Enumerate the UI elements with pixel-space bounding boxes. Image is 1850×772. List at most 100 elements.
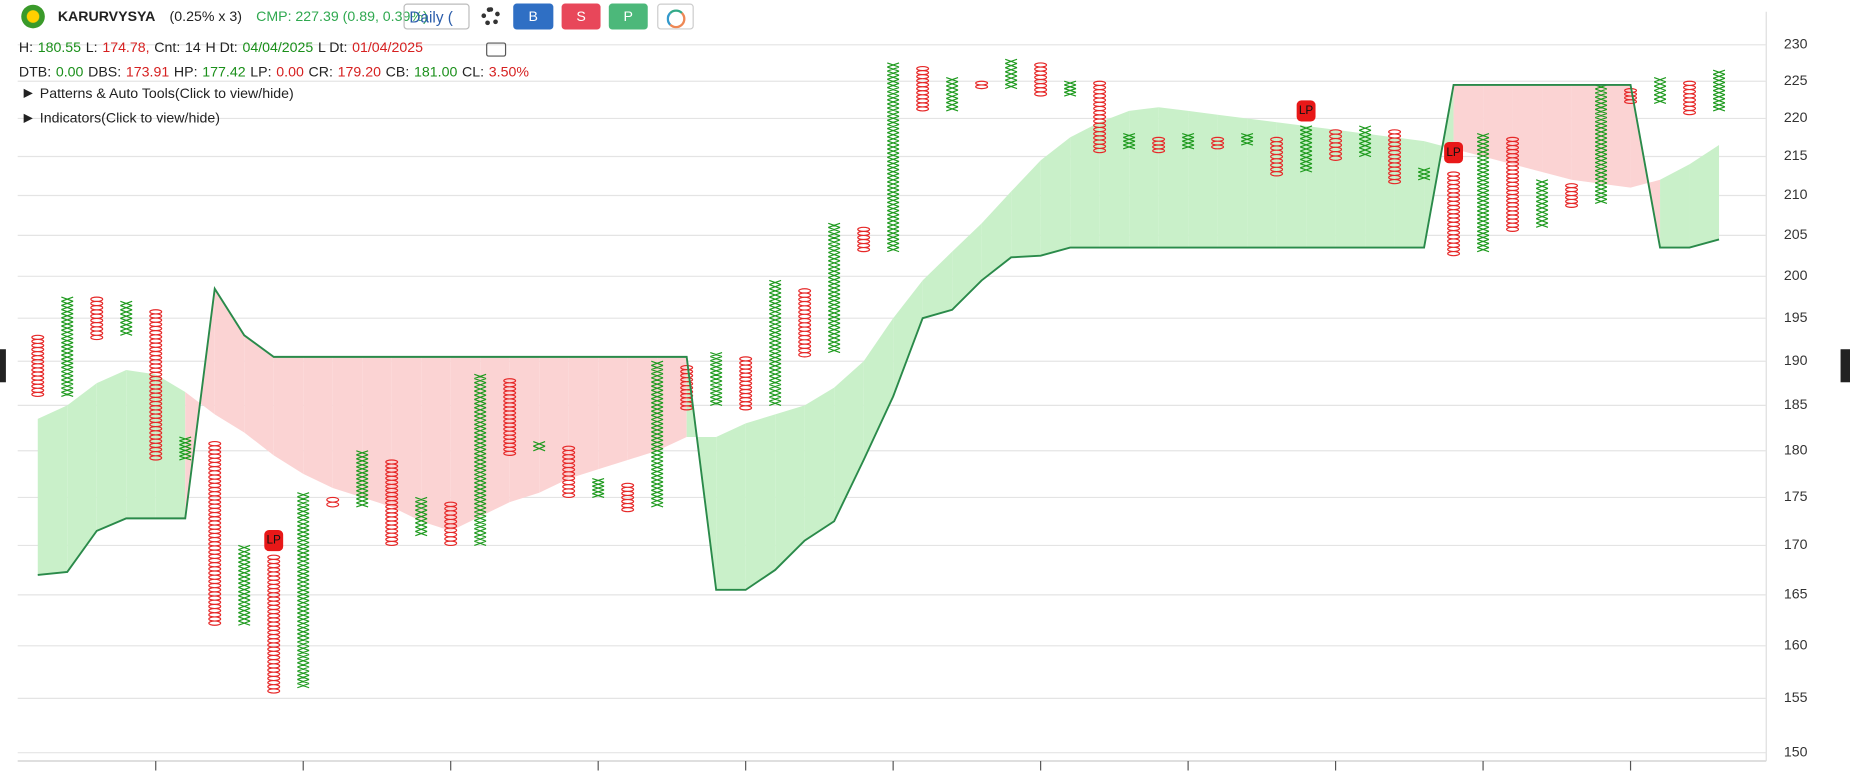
buy-button[interactable]: B (513, 3, 554, 30)
cloud-fill (1483, 84, 1513, 165)
cloud-fill (627, 356, 658, 460)
cloud-fill (450, 356, 481, 531)
y-tick-label: 205 (1784, 226, 1808, 242)
x-column (120, 300, 133, 336)
y-tick-label: 210 (1784, 186, 1808, 202)
cloud-fill (37, 405, 68, 575)
o-column (444, 501, 458, 547)
interval-select[interactable]: Daily ( (403, 3, 470, 30)
y-tick-label: 155 (1784, 689, 1808, 705)
right-tab[interactable] (1840, 349, 1850, 383)
x-column (1241, 133, 1254, 146)
info-label: HP: (173, 63, 198, 81)
o-column (916, 65, 930, 112)
info-value: 0.00 (55, 63, 84, 81)
cloud-fill (834, 361, 864, 522)
x-column (1653, 77, 1667, 105)
x-column (769, 279, 782, 406)
x-column (1005, 58, 1018, 90)
box-size: (0.25% x 3) (169, 8, 242, 25)
comment-icon[interactable] (486, 42, 507, 57)
info-value: 04/04/2025 (242, 38, 314, 56)
toggle-patterns[interactable]: ▶ Patterns & Auto Tools(Click to view/hid… (24, 85, 294, 102)
sell-button[interactable]: S (561, 3, 601, 30)
y-tick-label: 150 (1784, 743, 1808, 759)
cloud-fill (804, 387, 835, 541)
info-label: DTB: (18, 63, 52, 81)
cloud-fill (273, 356, 304, 474)
cloud-fill (1512, 84, 1543, 172)
ring-button[interactable] (657, 3, 694, 30)
info-label: CB: (385, 63, 410, 81)
o-column (31, 334, 45, 398)
x-column (356, 450, 369, 508)
info-row-2: DTB: 0.00 DBS: 173.91 HP: 177.42 LP: 0.00 CR: 179… (19, 64, 529, 81)
o-column (621, 482, 635, 513)
annotation-badge (1296, 100, 1316, 122)
info-label: DBS: (88, 63, 122, 81)
cloud-fill (1158, 107, 1189, 248)
cloud-fill (67, 383, 97, 572)
cloud-fill (1217, 114, 1248, 248)
o-column (1506, 136, 1520, 232)
info-value: 177.42 (202, 63, 246, 81)
info-row-1: H: 180.55 L: 174.78, Cnt: 14 H Dt: 04/04/2025 L … (19, 39, 423, 56)
x-column (179, 436, 192, 461)
cloud-fill (745, 414, 776, 590)
y-tick-label: 175 (1784, 488, 1808, 504)
cloud-fill (981, 191, 1012, 281)
cloud-fill (863, 318, 894, 460)
info-value: 0.00 (276, 63, 304, 81)
line-series (37, 83, 1720, 591)
cloud-fill (1453, 84, 1484, 157)
x-column (1299, 125, 1313, 173)
o-column (1447, 171, 1461, 257)
x-column (828, 222, 841, 354)
annotation-badge (1444, 142, 1464, 164)
o-column (1565, 183, 1579, 208)
o-column (1388, 129, 1402, 185)
x-column (651, 360, 664, 508)
cloud-fill (1601, 84, 1631, 188)
info-label: LP: (250, 63, 272, 81)
info-value: 01/04/2025 (352, 38, 423, 56)
cloud-fill (391, 356, 422, 522)
info-label: H Dt: (205, 38, 238, 56)
o-column (1624, 88, 1638, 105)
toggle-indicators[interactable]: ▶ Indicators(Click to view/hide) (24, 110, 220, 127)
y-tick-label: 215 (1784, 147, 1808, 163)
annotation-label: LP (1446, 146, 1461, 159)
logo (21, 4, 45, 29)
info-value: 181.00 (414, 63, 458, 81)
cloud-fill (1099, 110, 1130, 248)
p-button[interactable]: P (608, 3, 648, 30)
annotation-label: LP (267, 534, 282, 547)
x-column (1594, 84, 1608, 204)
y-tick-label: 225 (1784, 72, 1808, 88)
x-column (533, 441, 546, 452)
left-tab[interactable] (0, 349, 6, 383)
o-column (1329, 129, 1343, 161)
arrow: ▶ (23, 86, 33, 100)
info-value: 14 (184, 38, 201, 56)
x-column (592, 478, 605, 498)
o-column (267, 554, 281, 694)
cloud-fill (155, 374, 186, 519)
y-tick-label: 180 (1784, 442, 1808, 458)
cloud-fill (539, 356, 569, 493)
symbol: KARURVYSYA (57, 8, 156, 25)
cloud-fill (1306, 125, 1336, 248)
info-label: CR: (308, 63, 333, 81)
o-column (562, 445, 576, 499)
x-column (61, 296, 74, 398)
cloud-fill (1542, 84, 1572, 180)
o-column (857, 226, 871, 253)
o-column (1270, 136, 1284, 177)
o-column (975, 80, 989, 90)
x-column (297, 492, 310, 689)
arrow: ▶ (23, 111, 33, 125)
settings[interactable] (481, 7, 501, 26)
ring-icon (666, 9, 685, 29)
info-value: 173.91 (125, 63, 170, 81)
